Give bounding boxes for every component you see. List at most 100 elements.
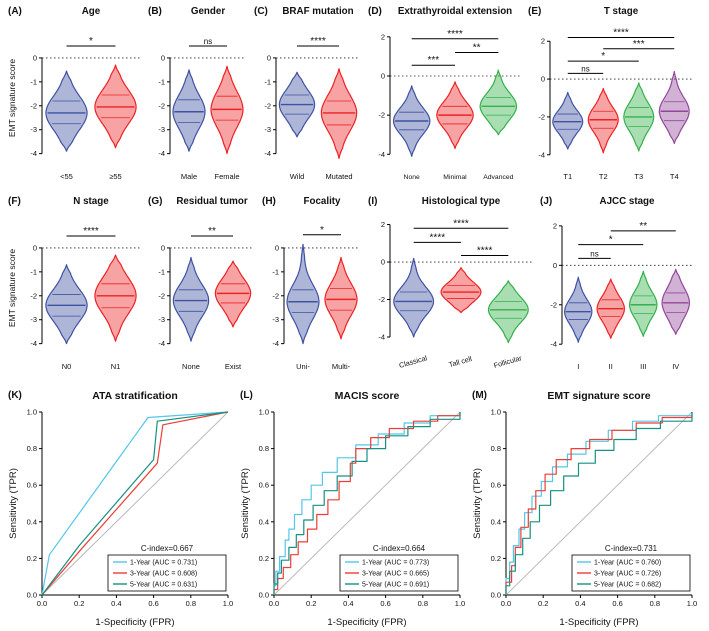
y-tick-label: -4	[30, 149, 37, 158]
group-label: I	[577, 362, 579, 371]
y-tick-label: 0	[275, 243, 279, 252]
y-tick-label: 0.0	[259, 591, 269, 600]
y-tick-label: 0	[553, 261, 557, 270]
panel-title: EMT signature score	[547, 390, 650, 402]
violin-Multi-	[324, 256, 358, 340]
roc-curve-3-Year (AUC = 0.665)	[273, 412, 461, 595]
x-tick-label: 0.8	[418, 599, 428, 608]
group-label: Female	[214, 172, 239, 181]
x-axis-label: 1-Specificity (FPR)	[559, 617, 638, 628]
violin-IV	[661, 268, 690, 335]
y-tick-label: -2	[550, 300, 557, 309]
panel-letter: (M)	[472, 390, 487, 401]
y-tick-label: -4	[30, 339, 37, 348]
y-tick-label: -2	[264, 101, 271, 110]
y-tick-label: 0	[541, 75, 545, 84]
y-tick-label: -3	[272, 315, 279, 324]
group-label: Mutated	[325, 172, 352, 181]
violin-T4	[658, 70, 690, 144]
panel-title: Gender	[191, 6, 225, 17]
significance-label: *	[89, 36, 93, 47]
y-tick-label: -4	[272, 339, 279, 348]
violin-Follicular	[487, 280, 529, 344]
x-tick-label: 0.6	[148, 599, 158, 608]
legend-entry: 3-Year (AUC = 0.726)	[594, 571, 661, 578]
c-index-label: C-index=0.731	[605, 544, 658, 553]
panel-letter: (H)	[262, 196, 276, 207]
panel-letter: (B)	[148, 6, 162, 17]
panel-title: Histological type	[422, 196, 501, 207]
y-axis-label: Sensitivity (TPR)	[240, 468, 251, 539]
y-tick-label: -2	[30, 101, 37, 110]
panel-letter: (E)	[528, 6, 541, 17]
x-tick-label: 1.0	[455, 599, 465, 608]
panel-title: MACIS score	[335, 390, 400, 402]
y-tick-label: -2	[538, 112, 545, 121]
y-tick-label: 0.2	[259, 554, 269, 563]
c-index-label: C-index=0.667	[141, 544, 194, 553]
significance-label: ****	[453, 218, 469, 229]
violin-panel-B: (B) Gender 0 -1 -2 -3 -4 Male Female ns	[148, 6, 246, 181]
y-tick-label: 0	[33, 243, 37, 252]
c-index-label: C-index=0.664	[373, 544, 426, 553]
y-tick-label: 0.6	[259, 481, 269, 490]
panel-letter: (C)	[254, 6, 268, 17]
group-label: T1	[563, 172, 572, 181]
x-tick-label: 0.0	[37, 599, 47, 608]
group-label: Exist	[225, 362, 242, 371]
violin-N1	[94, 254, 137, 342]
y-tick-label: -1	[264, 77, 271, 86]
group-label: Wild	[290, 172, 305, 181]
group-label: Multi-	[332, 362, 351, 371]
panel-letter: (I)	[368, 196, 377, 207]
legend-entry: 1-Year (AUC = 0.760)	[594, 560, 661, 567]
y-tick-label: -4	[158, 339, 165, 348]
violin-<55	[45, 70, 88, 152]
violin-Classical	[393, 257, 435, 338]
roc-curve-1-Year (AUC = 0.773)	[273, 412, 461, 595]
panel-letter: (K)	[8, 390, 22, 401]
group-label: Uni-	[296, 362, 310, 371]
x-tick-label: 0.8	[650, 599, 660, 608]
significance-label: **	[473, 42, 481, 53]
significance-label: ****	[430, 232, 446, 243]
y-tick-label: 1.0	[491, 408, 501, 417]
roc-row: (K) ATA stratification 0.0 0.0 0.2 0.2 0.4 0.4 0…	[6, 386, 703, 629]
y-tick-label: -2	[30, 291, 37, 300]
y-tick-label: 0	[381, 71, 385, 80]
y-tick-label: 2	[553, 221, 557, 230]
roc-curve-3-Year (AUC = 0.608)	[41, 411, 229, 596]
violin-T1	[552, 91, 584, 150]
y-tick-label: -4	[158, 149, 165, 158]
y-tick-label: 0.2	[27, 554, 37, 563]
panel-title: Focality	[303, 196, 341, 207]
y-tick-label: 2	[381, 32, 385, 41]
violin-row-top: (A) Age 0 -1 -2 -3 -4 EMT signature score <55 ≥55…	[6, 2, 703, 192]
violin-panel-D: (D) Extrathyroidal extension 2 0 -2 -4 None Min…	[368, 6, 520, 181]
y-tick-label: 1.0	[259, 408, 269, 417]
x-tick-label: 0.6	[612, 599, 622, 608]
y-axis-label: EMT signature score	[7, 59, 17, 138]
y-tick-label: 0.8	[27, 444, 37, 453]
y-tick-label: 0.8	[491, 444, 501, 453]
significance-label: ns	[204, 37, 212, 46]
y-tick-label: -2	[378, 111, 385, 120]
y-tick-label: -1	[158, 77, 165, 86]
roc-curve-1-Year (AUC = 0.760)	[505, 412, 693, 595]
panel-letter: (F)	[8, 196, 21, 207]
y-tick-label: -3	[158, 315, 165, 324]
roc-panel-L: (L) MACIS score 0.00.0 0.2 0.2 0.4 0.4 0.6 0.6 0.…	[240, 390, 465, 628]
y-tick-label: -1	[30, 77, 37, 86]
violin-I	[564, 276, 593, 343]
x-axis-label: 1-Specificity (FPR)	[327, 617, 406, 628]
y-tick-label: 2	[541, 37, 545, 46]
y-tick-label: 0	[267, 53, 271, 62]
y-tick-label: 0	[161, 243, 165, 252]
y-tick-label: -2	[272, 291, 279, 300]
panel-title: T stage	[604, 6, 639, 17]
group-label: N0	[62, 362, 72, 371]
group-label: Advanced	[483, 174, 513, 181]
roc-curve-5-Year (AUC = 0.682)	[505, 412, 693, 595]
y-tick-label: -2	[378, 295, 385, 304]
x-tick-label: 1.0	[223, 599, 233, 608]
